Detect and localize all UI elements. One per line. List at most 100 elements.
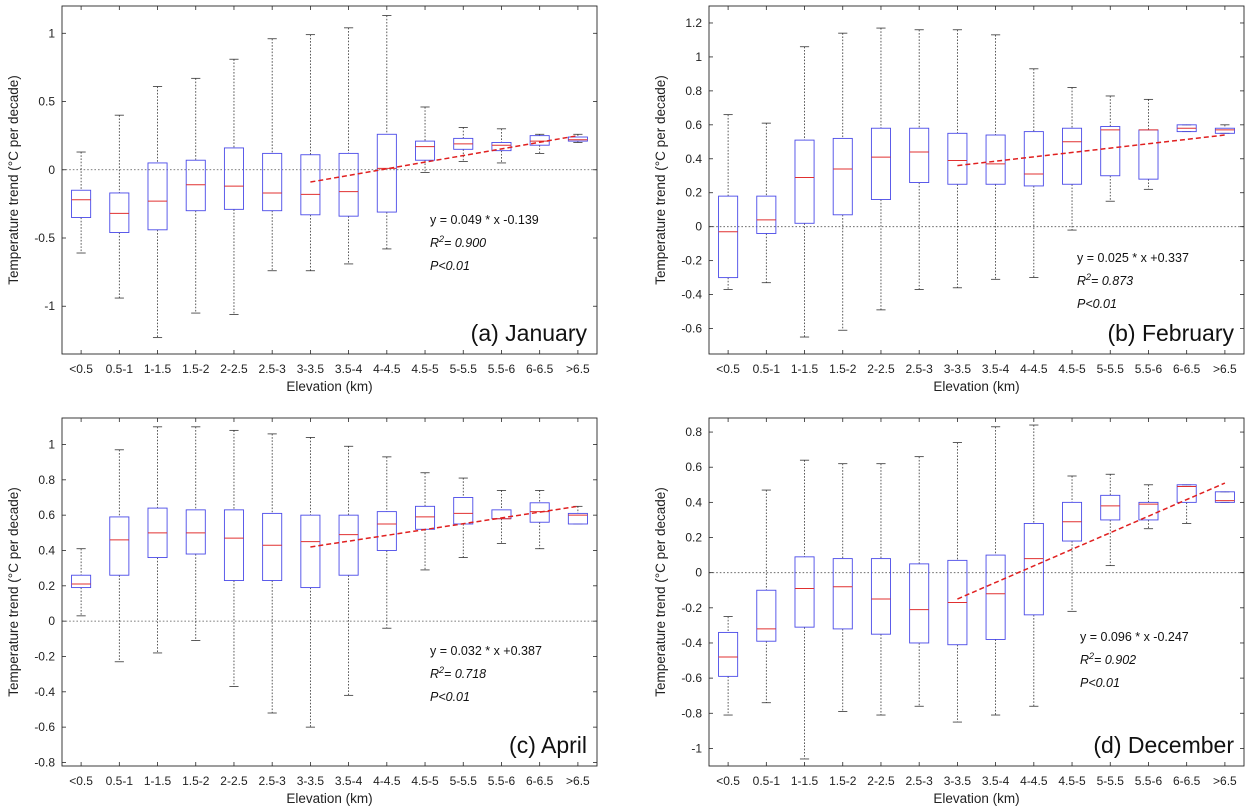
y-axis-label: Temperature trend (°C per decade) xyxy=(6,75,21,285)
y-tick-label: -0.6 xyxy=(681,322,702,336)
trend-line xyxy=(957,134,1225,167)
box-11 xyxy=(453,477,474,558)
box-2 xyxy=(756,122,777,284)
box-4 xyxy=(185,77,206,314)
iqr-box xyxy=(947,132,968,185)
x-tick-label: >6.5 xyxy=(566,362,590,376)
iqr-box xyxy=(1138,501,1159,521)
x-tick-label: 3-3.5 xyxy=(297,362,325,376)
x-tick-label: 2.5-3 xyxy=(258,774,286,788)
x-tick-label: 6-6.5 xyxy=(1173,362,1201,376)
box-8 xyxy=(338,445,359,696)
r-squared-superscript: 2 xyxy=(438,665,444,675)
x-tick-label: >6.5 xyxy=(566,774,590,788)
x-tick-label: 5-5.5 xyxy=(1097,774,1125,788)
trend-line xyxy=(957,482,1226,600)
p-value: P<0.01 xyxy=(1080,676,1120,690)
x-tick-label: 3.5-4 xyxy=(335,362,363,376)
iqr-box xyxy=(832,558,853,630)
x-tick-label: 2.5-3 xyxy=(258,362,286,376)
iqr-box xyxy=(1023,131,1044,187)
iqr-box xyxy=(909,563,930,644)
x-tick-label: 1.5-2 xyxy=(182,362,210,376)
x-tick-label: 4.5-5 xyxy=(411,774,439,788)
plot-frame xyxy=(61,417,598,767)
x-tick-label: 3.5-4 xyxy=(982,362,1010,376)
y-tick-label: 0.5 xyxy=(38,95,55,109)
y-tick-label: 1 xyxy=(695,50,702,64)
iqr-box xyxy=(338,152,359,217)
x-tick-label: 5.5-6 xyxy=(488,362,516,376)
box-3 xyxy=(794,46,815,338)
r-squared-value: = 0.902 xyxy=(1094,653,1136,667)
box-9 xyxy=(1023,68,1044,279)
box-9 xyxy=(376,456,397,629)
iqr-box xyxy=(338,514,359,576)
y-tick-label: -0.5 xyxy=(34,231,55,245)
x-axis-label: Elevation (km) xyxy=(933,379,1019,394)
x-axis-label: Elevation (km) xyxy=(933,791,1019,806)
iqr-box xyxy=(300,154,321,216)
panel-title: (b) February xyxy=(1107,320,1234,346)
y-tick-label: 0.8 xyxy=(685,84,702,98)
x-axis-label: Elevation (km) xyxy=(286,379,372,394)
y-axis-label: Temperature trend (°C per decade) xyxy=(653,75,668,285)
x-tick-label: 3-3.5 xyxy=(297,774,325,788)
y-tick-label: 0.4 xyxy=(685,152,702,166)
box-1 xyxy=(718,114,739,290)
box-5 xyxy=(870,463,891,716)
r-squared-label: R xyxy=(1077,274,1086,288)
r-squared: R2= 0.902 xyxy=(1080,651,1136,667)
y-tick-label: 1.2 xyxy=(685,16,702,30)
x-tick-label: 1-1.5 xyxy=(791,362,819,376)
x-tick-label: 0.5-1 xyxy=(753,362,781,376)
iqr-box xyxy=(909,127,930,183)
box-13 xyxy=(1176,484,1197,524)
box-4 xyxy=(832,32,853,331)
y-axis-label: Temperature trend (°C per decade) xyxy=(653,487,668,697)
iqr-box xyxy=(376,133,397,213)
iqr-box xyxy=(1100,126,1121,177)
box-2 xyxy=(109,449,130,663)
box-8 xyxy=(338,27,359,265)
p-value: P<0.01 xyxy=(1077,297,1117,311)
y-tick-label: -0.4 xyxy=(34,685,55,699)
x-tick-label: 1-1.5 xyxy=(144,774,172,788)
iqr-box xyxy=(756,589,777,642)
x-tick-label: 2.5-3 xyxy=(905,774,933,788)
iqr-box xyxy=(262,512,283,581)
box-7 xyxy=(947,29,968,289)
y-tick-label: 1 xyxy=(48,26,55,40)
panel-title: (c) April xyxy=(509,732,587,758)
box-11 xyxy=(453,127,474,162)
x-tick-label: 5.5-6 xyxy=(1135,774,1163,788)
box-1 xyxy=(71,548,92,617)
panel-title: (a) January xyxy=(471,320,588,346)
x-tick-label: >6.5 xyxy=(1213,362,1237,376)
iqr-box xyxy=(832,137,853,216)
x-tick-label: 0.5-1 xyxy=(753,774,781,788)
iqr-box xyxy=(415,140,436,161)
iqr-box xyxy=(529,502,550,523)
y-tick-label: -1 xyxy=(44,299,55,313)
iqr-box xyxy=(718,631,739,677)
y-tick-label: 0 xyxy=(48,163,55,177)
box-12 xyxy=(1138,484,1159,530)
iqr-box xyxy=(870,558,891,635)
regression-equation: y = 0.096 * x -0.247 xyxy=(1080,630,1189,644)
iqr-box xyxy=(1062,127,1083,185)
x-tick-label: 4-4.5 xyxy=(1020,774,1048,788)
iqr-box xyxy=(1100,494,1121,521)
chart-panel-january: -1 -0.5 0 0.5 1 <0.5 0.5-1 1-1.5 1.5-2 2-2.5 2.5-3… xyxy=(6,5,598,394)
box-4 xyxy=(185,426,206,641)
y-tick-label: 0.8 xyxy=(38,473,55,487)
iqr-box xyxy=(718,195,739,279)
box-5 xyxy=(870,27,891,311)
iqr-box xyxy=(300,514,321,589)
plot-frame xyxy=(708,5,1245,355)
plot-frame xyxy=(708,417,1245,767)
x-tick-label: 1.5-2 xyxy=(829,774,857,788)
x-tick-label: 3-3.5 xyxy=(944,774,972,788)
iqr-box xyxy=(223,147,244,210)
